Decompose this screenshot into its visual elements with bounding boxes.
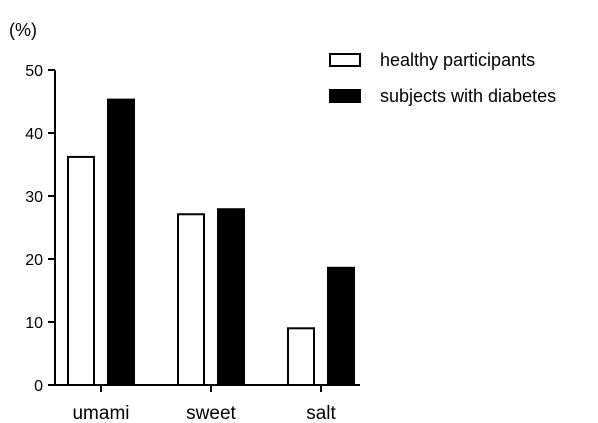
legend: healthy participants subjects with diabet… [329,50,556,106]
y-tick-label: 40 [25,126,43,143]
bar-salt-healthy [287,327,315,386]
y-tick-label: 50 [25,63,43,80]
y-axis-label: (%) [9,20,37,40]
x-tick-label: umami [72,403,129,423]
bar-sweet-healthy [177,213,205,386]
bar-umami-healthy [67,155,95,386]
legend-swatch [329,89,361,103]
x-tick-label: sweet [186,403,236,423]
y-tick-label: 0 [34,378,43,395]
legend-label: subjects with diabetes [380,86,556,106]
bar-sweet-diabetes [217,208,245,386]
y-tick-label: 30 [25,189,43,206]
bar-salt-diabetes [327,266,355,387]
y-tick-label: 10 [25,315,43,332]
bars [67,98,355,387]
axes: 0 10 20 30 40 50 umami sweet salt [25,63,360,423]
y-tick-label: 20 [25,252,43,269]
legend-label: healthy participants [380,50,535,70]
bar-umami-diabetes [107,98,135,387]
x-tick-label: salt [306,403,336,423]
legend-swatch [329,53,361,67]
